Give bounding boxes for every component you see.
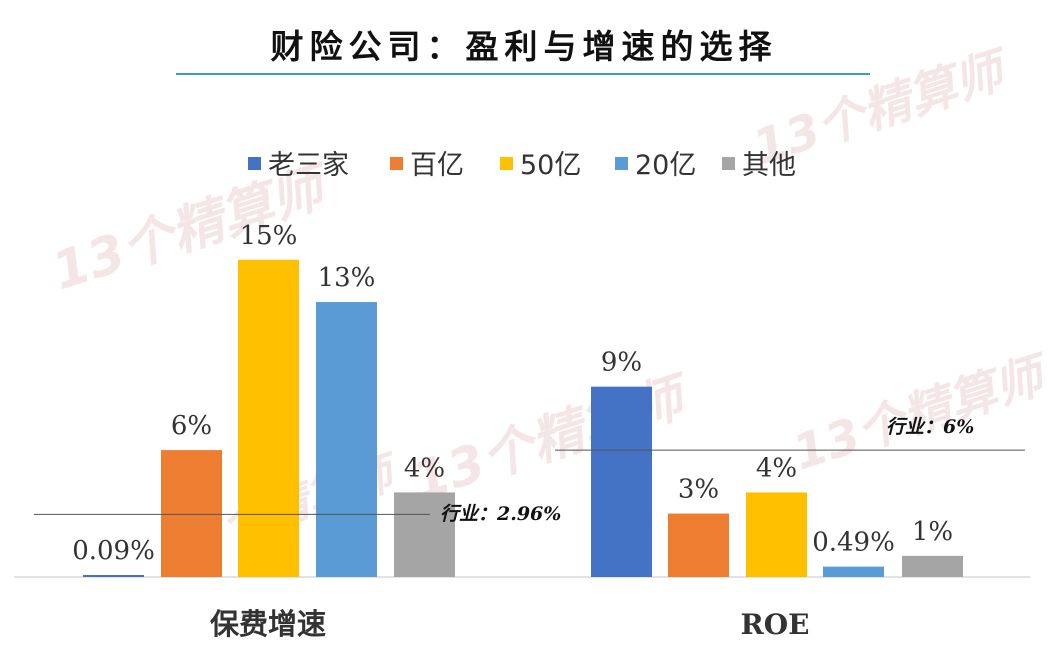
data-label: 1% xyxy=(912,517,953,547)
legend-swatch xyxy=(390,157,403,170)
reference-label: 行业：2.96% xyxy=(440,503,561,525)
data-label: 4% xyxy=(756,453,797,483)
bar xyxy=(902,555,963,577)
legend-label: 20亿 xyxy=(635,150,696,181)
bars: 0.09% 6% 15% 13% 4% 9% 3% 4% 0.49% 1% xyxy=(72,221,963,577)
watermark-text: 13个精算师 xyxy=(786,346,1048,482)
reference-lines: 行业：2.96% 行业：6% xyxy=(34,416,1025,525)
bar xyxy=(823,566,884,577)
watermark-text: 13个精算师 xyxy=(405,366,699,512)
category-labels: 保费增速 ROE xyxy=(209,607,810,641)
bar xyxy=(746,492,807,577)
legend-swatch xyxy=(722,157,735,170)
legend-swatch xyxy=(500,157,513,170)
bar xyxy=(83,575,144,577)
data-label: 0.09% xyxy=(72,536,155,566)
bar xyxy=(668,513,729,577)
legend-swatch xyxy=(615,157,628,170)
data-label: 4% xyxy=(404,453,445,483)
data-label: 6% xyxy=(171,411,212,441)
data-label: 9% xyxy=(601,348,642,378)
data-label: 3% xyxy=(678,475,719,505)
data-label: 0.49% xyxy=(812,528,895,558)
legend: 老三家 百亿 50亿 20亿 其他 xyxy=(248,150,796,181)
bar xyxy=(161,450,222,577)
bar xyxy=(316,302,377,577)
legend-label: 百亿 xyxy=(410,150,464,181)
data-label: 15% xyxy=(240,221,298,251)
legend-swatch xyxy=(248,157,261,170)
bar xyxy=(394,492,455,577)
legend-label: 其他 xyxy=(742,150,796,181)
legend-label: 50亿 xyxy=(520,150,581,181)
bar xyxy=(238,259,299,577)
bar xyxy=(591,386,652,577)
chart-title: 财险公司：盈利与增速的选择 xyxy=(271,27,778,66)
category-label: 保费增速 xyxy=(209,607,326,641)
category-label: ROE xyxy=(740,608,809,641)
legend-label: 老三家 xyxy=(268,150,349,181)
data-label: 13% xyxy=(318,263,376,293)
reference-label: 行业：6% xyxy=(886,416,974,438)
